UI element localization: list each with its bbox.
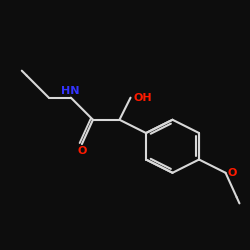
Text: O: O <box>228 168 237 178</box>
Text: HN: HN <box>60 86 79 96</box>
Text: O: O <box>77 146 86 156</box>
Text: OH: OH <box>133 93 152 103</box>
